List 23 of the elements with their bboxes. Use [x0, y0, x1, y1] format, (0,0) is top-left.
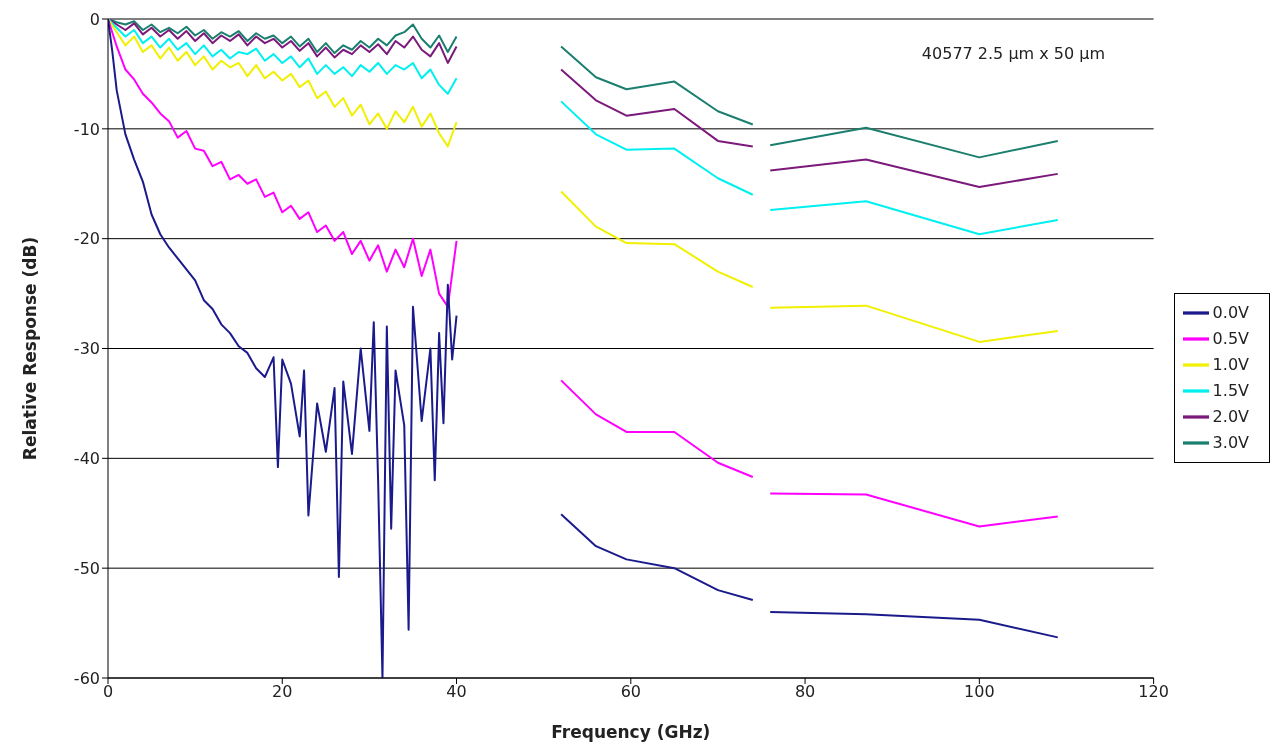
- x-axis-title: Frequency (GHz): [551, 722, 711, 742]
- legend-label: 1.0V: [1212, 354, 1249, 374]
- y-axis-title: Relative Response (dB): [20, 236, 41, 461]
- y-tick-label: -60: [73, 668, 100, 688]
- x-tick-label: 20: [272, 682, 293, 702]
- y-tick-label: -40: [73, 449, 100, 469]
- legend-label: 0.0V: [1212, 302, 1249, 322]
- y-tick-label: -50: [73, 558, 100, 578]
- x-tick-label: 120: [1138, 682, 1169, 702]
- legend-label: 3.0V: [1212, 432, 1249, 452]
- legend-label: 0.5V: [1212, 328, 1249, 348]
- y-tick-label: -10: [73, 119, 100, 139]
- y-tick-label: -30: [73, 339, 100, 359]
- y-tick-label: 0: [89, 9, 100, 29]
- x-tick-label: 40: [446, 682, 467, 702]
- x-tick-label: 100: [964, 682, 995, 702]
- x-tick-label: 60: [620, 682, 641, 702]
- x-tick-label: 0: [102, 682, 114, 702]
- legend-label: 1.5V: [1212, 380, 1249, 400]
- y-tick-label: -20: [73, 229, 100, 249]
- x-tick-label: 80: [794, 682, 816, 702]
- annotation: 40577 2.5 µm x 50 µm: [921, 44, 1105, 63]
- legend-label: 2.0V: [1212, 406, 1249, 426]
